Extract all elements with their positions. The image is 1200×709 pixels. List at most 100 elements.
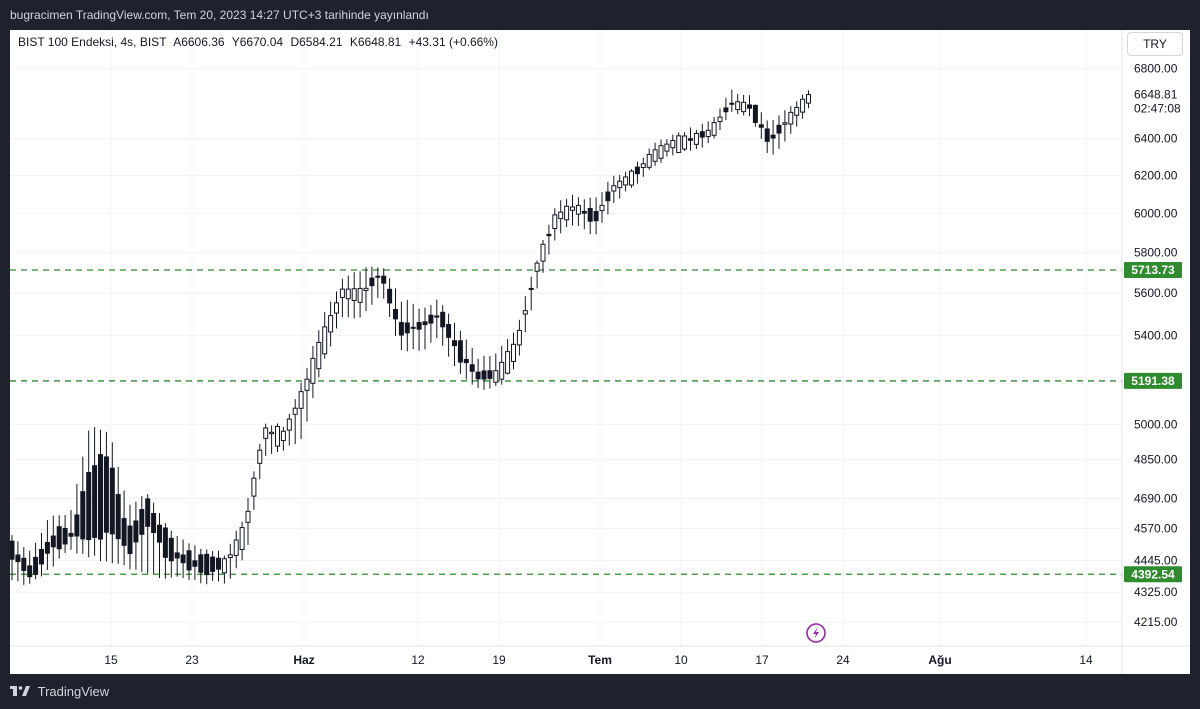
candle[interactable] [381, 268, 387, 299]
candle[interactable] [21, 547, 27, 585]
candle[interactable] [422, 307, 428, 350]
candle[interactable] [50, 515, 56, 567]
candle[interactable] [186, 543, 192, 580]
candle[interactable] [416, 308, 422, 351]
candle[interactable] [782, 110, 788, 142]
candle[interactable] [528, 276, 534, 311]
currency-button[interactable]: TRY [1127, 32, 1183, 56]
candle[interactable] [481, 355, 487, 390]
candle[interactable] [233, 530, 239, 569]
candle[interactable] [298, 382, 304, 440]
candle[interactable] [434, 299, 440, 339]
candle[interactable] [788, 106, 794, 134]
candle[interactable] [658, 139, 664, 163]
candle[interactable] [269, 425, 275, 454]
candle[interactable] [345, 275, 351, 318]
candle[interactable] [304, 368, 310, 422]
candle[interactable] [404, 299, 410, 352]
candle[interactable] [564, 198, 570, 228]
candle[interactable] [133, 501, 139, 570]
candle[interactable] [440, 305, 446, 346]
candle[interactable] [86, 430, 92, 558]
candle[interactable] [457, 330, 463, 375]
candle[interactable] [469, 348, 475, 385]
candle[interactable] [552, 208, 558, 241]
candle[interactable] [80, 456, 86, 554]
candle[interactable] [558, 200, 564, 234]
candle[interactable] [617, 174, 623, 199]
candle[interactable] [688, 127, 693, 151]
candle[interactable] [652, 142, 658, 166]
candle[interactable] [257, 443, 263, 480]
candle[interactable] [62, 514, 68, 554]
candle[interactable] [741, 94, 747, 116]
candle[interactable] [398, 301, 404, 350]
candle[interactable] [446, 313, 452, 357]
candle[interactable] [263, 423, 269, 456]
candle[interactable] [387, 278, 393, 317]
candle[interactable] [676, 132, 682, 153]
candle[interactable] [162, 523, 168, 579]
candle[interactable] [357, 271, 363, 318]
candle[interactable] [717, 108, 723, 131]
candle[interactable] [800, 94, 806, 119]
candle[interactable] [522, 296, 528, 333]
candle[interactable] [729, 89, 735, 113]
candle[interactable] [316, 330, 322, 378]
candle[interactable] [581, 199, 587, 230]
candle[interactable] [39, 533, 44, 577]
candle[interactable] [109, 442, 115, 564]
candle[interactable] [758, 112, 764, 139]
candle[interactable] [56, 515, 62, 559]
candle[interactable] [103, 431, 109, 562]
candle[interactable] [735, 93, 741, 115]
candle[interactable] [139, 496, 145, 572]
candle[interactable] [351, 272, 357, 319]
candle[interactable] [227, 543, 233, 579]
candle[interactable] [593, 197, 599, 235]
candle[interactable] [699, 123, 705, 148]
candle[interactable] [334, 291, 339, 329]
candle[interactable] [546, 224, 552, 255]
candle[interactable] [210, 551, 216, 581]
candle[interactable] [499, 346, 505, 385]
candle[interactable] [711, 117, 717, 139]
candle[interactable] [174, 535, 180, 577]
candle[interactable] [216, 550, 221, 582]
candle[interactable] [611, 175, 617, 203]
candle[interactable] [310, 346, 316, 399]
candle[interactable] [121, 490, 127, 566]
candle[interactable] [286, 413, 292, 446]
candle[interactable] [599, 192, 605, 223]
candle[interactable] [428, 305, 434, 343]
candle[interactable] [157, 513, 162, 578]
candle[interactable] [192, 545, 198, 580]
candle[interactable] [44, 520, 50, 570]
candle[interactable] [646, 148, 652, 170]
candle[interactable] [670, 134, 676, 156]
candle[interactable] [452, 322, 457, 366]
candle[interactable] [806, 90, 811, 109]
candle[interactable] [10, 535, 15, 581]
flash-icon[interactable] [806, 623, 826, 643]
candle[interactable] [664, 139, 670, 157]
candle[interactable] [640, 157, 646, 177]
candle[interactable] [776, 115, 782, 149]
candle[interactable] [747, 95, 752, 117]
candle[interactable] [487, 356, 493, 389]
candle[interactable] [587, 197, 593, 235]
candle[interactable] [245, 498, 251, 545]
candle[interactable] [493, 353, 499, 387]
candle[interactable] [239, 521, 245, 561]
candle[interactable] [682, 132, 688, 152]
candle[interactable] [410, 303, 416, 350]
candle[interactable] [705, 121, 711, 144]
candle[interactable] [693, 129, 699, 150]
candle[interactable] [168, 530, 174, 578]
candle[interactable] [534, 260, 540, 289]
candle[interactable] [115, 466, 121, 564]
candle[interactable] [74, 483, 80, 554]
candle[interactable] [180, 539, 186, 579]
candle[interactable] [68, 509, 74, 550]
candle[interactable] [634, 161, 640, 184]
